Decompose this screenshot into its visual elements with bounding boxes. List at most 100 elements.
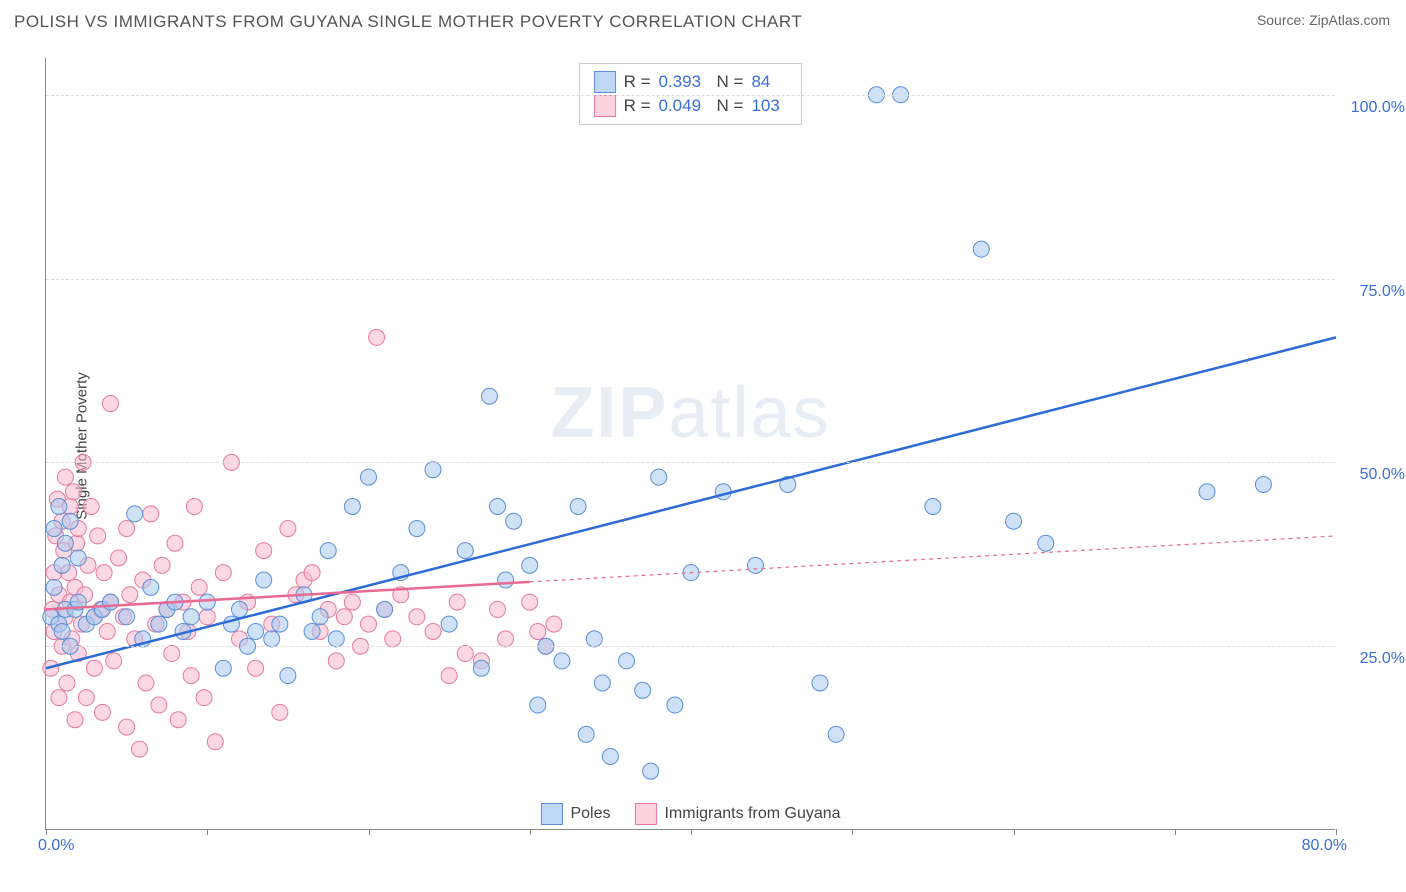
data-point (57, 469, 73, 485)
data-point (578, 726, 594, 742)
r-value: 0.393 (659, 72, 709, 92)
data-point (215, 565, 231, 581)
x-tick (46, 829, 47, 835)
data-point (1255, 476, 1271, 492)
legend-item-blue: Poles (540, 803, 610, 825)
data-point (151, 697, 167, 713)
data-point (498, 572, 514, 588)
data-point (272, 616, 288, 632)
data-point (272, 704, 288, 720)
data-point (264, 631, 280, 647)
data-point (103, 594, 119, 610)
gridline (46, 646, 1335, 647)
data-point (67, 712, 83, 728)
data-point (667, 697, 683, 713)
data-point (369, 329, 385, 345)
r-label: R = (624, 72, 651, 92)
n-label: N = (717, 96, 744, 116)
scatter-svg (46, 58, 1336, 830)
data-point (143, 579, 159, 595)
data-point (199, 609, 215, 625)
data-point (57, 535, 73, 551)
data-point (90, 528, 106, 544)
data-point (99, 623, 115, 639)
data-point (46, 579, 62, 595)
data-point (256, 543, 272, 559)
data-point (62, 513, 78, 529)
y-tick-label: 75.0% (1345, 283, 1405, 301)
data-point (554, 653, 570, 669)
data-point (119, 719, 135, 735)
legend-label: Immigrants from Guyana (664, 805, 840, 823)
data-point (336, 609, 352, 625)
gridline (46, 279, 1335, 280)
data-point (132, 741, 148, 757)
data-point (70, 550, 86, 566)
data-point (409, 521, 425, 537)
data-point (183, 668, 199, 684)
swatch-icon (594, 95, 616, 117)
data-point (170, 712, 186, 728)
data-point (207, 734, 223, 750)
data-point (304, 623, 320, 639)
legend-item-pink: Immigrants from Guyana (634, 803, 840, 825)
data-point (51, 498, 67, 514)
legend-label: Poles (570, 805, 610, 823)
data-point (151, 616, 167, 632)
source-name: ZipAtlas.com (1309, 12, 1390, 28)
scatter-plot: ZIPatlas R = 0.393 N = 84 R = 0.049 N = … (45, 58, 1335, 830)
data-point (248, 660, 264, 676)
data-point (119, 609, 135, 625)
data-point (473, 660, 489, 676)
data-point (1006, 513, 1022, 529)
data-point (328, 631, 344, 647)
data-point (522, 557, 538, 573)
data-point (594, 675, 610, 691)
x-tick (369, 829, 370, 835)
y-tick-label: 100.0% (1345, 99, 1405, 117)
data-point (96, 565, 112, 581)
data-point (635, 682, 651, 698)
data-point (280, 668, 296, 684)
data-point (973, 241, 989, 257)
data-point (312, 609, 328, 625)
data-point (54, 557, 70, 573)
data-point (232, 601, 248, 617)
x-tick (207, 829, 208, 835)
data-point (530, 623, 546, 639)
data-point (320, 543, 336, 559)
n-value: 84 (751, 72, 787, 92)
swatch-icon (634, 803, 656, 825)
data-point (83, 498, 99, 514)
data-point (65, 484, 81, 500)
data-point (812, 675, 828, 691)
r-label: R = (624, 96, 651, 116)
data-point (586, 631, 602, 647)
data-point (441, 616, 457, 632)
data-point (256, 572, 272, 588)
data-point (54, 623, 70, 639)
data-point (1038, 535, 1054, 551)
data-point (546, 616, 562, 632)
n-value: 103 (751, 96, 787, 116)
data-point (619, 653, 635, 669)
x-tick (852, 829, 853, 835)
data-point (377, 601, 393, 617)
data-point (111, 550, 127, 566)
n-label: N = (717, 72, 744, 92)
x-tick (691, 829, 692, 835)
data-point (425, 462, 441, 478)
trend-line-dashed (530, 536, 1336, 582)
data-point (51, 690, 67, 706)
data-point (215, 660, 231, 676)
swatch-icon (540, 803, 562, 825)
trend-line (46, 337, 1336, 668)
data-point (425, 623, 441, 639)
data-point (167, 535, 183, 551)
data-point (481, 388, 497, 404)
data-point (409, 609, 425, 625)
data-point (138, 675, 154, 691)
data-point (715, 484, 731, 500)
data-point (127, 506, 143, 522)
stats-row-blue: R = 0.393 N = 84 (594, 71, 788, 93)
